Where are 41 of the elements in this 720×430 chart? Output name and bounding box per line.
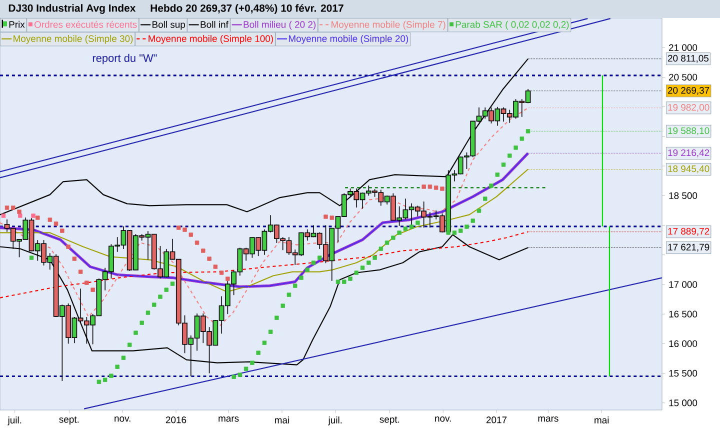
y-tick-label: 15 500 — [669, 370, 698, 377]
x-tick-label: mai — [274, 416, 289, 424]
chart-title: DJ30 Industrial Avg Index — [8, 4, 136, 14]
y-tick-label: 21 000 — [669, 44, 698, 51]
legend-label: Prix — [9, 20, 25, 28]
y-tick-label: 16 500 — [669, 310, 698, 318]
x-tick-label: mars — [538, 416, 558, 422]
legend-label: Moyenne mobile (Simple 100) — [148, 35, 273, 44]
x-tick-label: sept. — [380, 416, 400, 425]
legend-label: Moyenne mobile (Simple 20) — [288, 35, 408, 44]
y-tick-label: 20 500 — [669, 74, 698, 81]
x-tick-label: mars — [218, 416, 239, 422]
chart-subtitle: Hebdo 20 269,37 (+0,48%) 10 févr. 2017 — [150, 4, 344, 14]
legend-label: Boll sup — [152, 20, 186, 30]
x-tick-label: mai — [594, 416, 609, 424]
data-label: 17 889,72 — [668, 228, 710, 236]
x-tick-label: 2016 — [166, 416, 186, 424]
legend-label: Boll inf — [200, 20, 228, 28]
x-tick-label: nov. — [114, 416, 130, 422]
legend-label: Moyenne mobile (Simple 7) — [332, 20, 446, 30]
legend-label: Parab SAR ( 0,02 0,02 0,2) — [456, 20, 569, 30]
data-label: 20 811,05 — [668, 54, 709, 63]
x-tick-label: nov. — [435, 416, 451, 422]
y-tick-label: 17 000 — [669, 281, 698, 288]
legend-label: Ordres exécutés récents — [34, 20, 137, 28]
y-tick-label: 16 000 — [669, 340, 698, 348]
text: 20 269,37 — [668, 87, 710, 95]
data-label: 17 621,79 — [668, 244, 710, 252]
data-label: 19 982,00 — [668, 104, 710, 112]
legend-label: Moyenne mobile (Simple 30) — [14, 35, 133, 44]
y-tick-label: 18 500 — [669, 192, 698, 199]
x-tick-label: sept. — [59, 416, 79, 425]
data-label: 18 945,40 — [668, 165, 710, 174]
x-tick-label: 2017 — [486, 416, 507, 424]
x-tick-label: juil. — [8, 416, 22, 426]
legend-label: Boll milieu ( 20 2) — [244, 20, 316, 30]
y-tick-label: 15 000 — [669, 400, 698, 406]
data-label: 19 216,42 — [668, 149, 710, 158]
annotation: report du "W" — [92, 54, 157, 64]
x-tick-label: juil. — [328, 416, 342, 426]
data-label: 19 588,10 — [668, 127, 710, 136]
